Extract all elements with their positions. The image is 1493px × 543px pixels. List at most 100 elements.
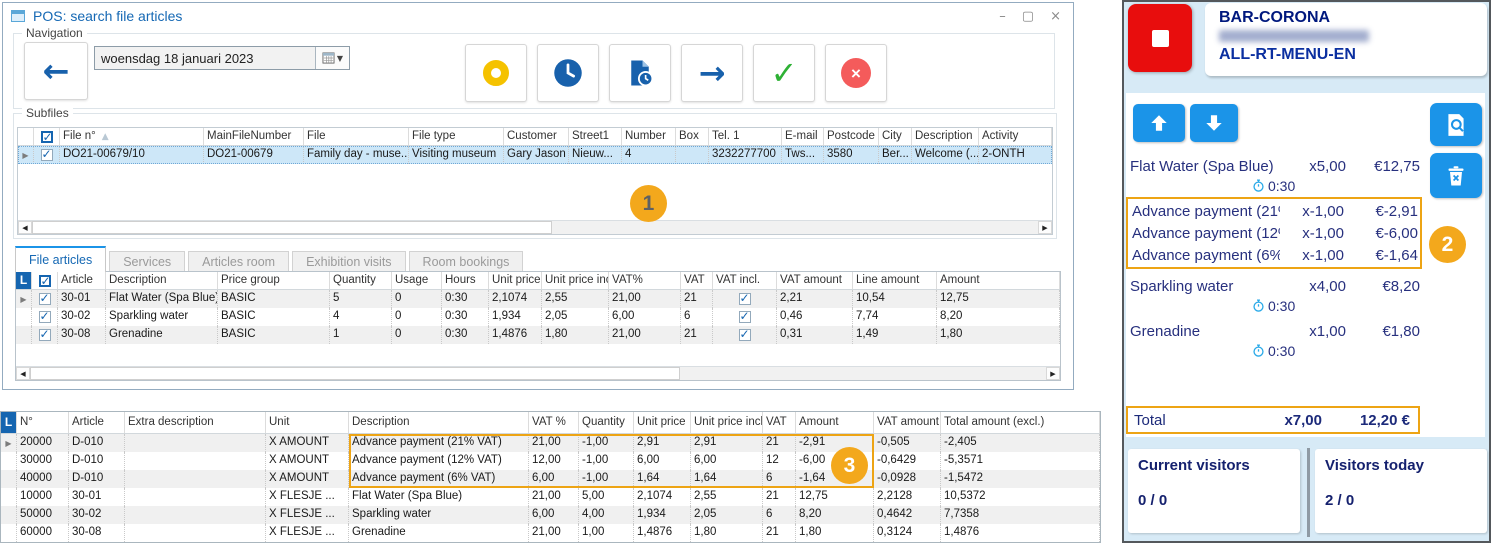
column-header[interactable]: N° [17, 412, 69, 433]
receipt-item[interactable]: Sparkling water x4,00 €8,20 0:30 [1130, 275, 1422, 314]
scrollbar-thumb[interactable] [32, 221, 552, 234]
column-header[interactable]: Tel. 1 [709, 128, 782, 145]
column-header[interactable]: Customer [504, 128, 569, 145]
file-articles-hscrollbar[interactable]: ◀ ▶ [16, 366, 1060, 380]
receipt-item[interactable]: Advance payment (6% V... x-1,00 €-1,64 [1132, 244, 1420, 266]
column-header[interactable]: Description [106, 272, 218, 289]
row-checkbox[interactable] [39, 311, 51, 323]
file-article-row[interactable]: ▶ 30-08 Grenadine BASIC 1 0 0:30 1,4876 … [16, 326, 1060, 344]
column-header[interactable]: Description [349, 412, 529, 433]
column-header[interactable]: Unit [266, 412, 349, 433]
scroll-down-button[interactable] [1190, 104, 1238, 142]
maximize-button[interactable]: ▢ [1022, 9, 1034, 24]
receipt-item[interactable]: Grenadine x1,00 €1,80 0:30 [1130, 320, 1422, 359]
cancel-button[interactable]: × [825, 44, 887, 102]
column-header[interactable]: Line amount [853, 272, 937, 289]
row-checkbox[interactable] [41, 149, 53, 161]
column-header[interactable]: E-mail [782, 128, 824, 145]
column-header[interactable]: VAT amount [874, 412, 941, 433]
column-header[interactable]: VAT [681, 272, 713, 289]
column-header[interactable]: Price group [218, 272, 330, 289]
search-document-button[interactable] [1430, 103, 1482, 146]
select-all-checkbox[interactable] [41, 131, 53, 143]
scroll-up-button[interactable] [1133, 104, 1185, 142]
column-header[interactable]: Activity [979, 128, 1052, 145]
select-all-checkbox-cell[interactable] [32, 272, 58, 289]
column-header[interactable]: Quantity [579, 412, 634, 433]
tab-room-bookings[interactable]: Room bookings [409, 251, 524, 272]
order-line-row[interactable]: ▶ 50000 30-02 X FLESJE ... Sparkling wat… [1, 506, 1100, 524]
subfiles-hscrollbar[interactable]: ◀ ▶ [18, 220, 1052, 234]
receipt-item[interactable]: Advance payment (12%... x-1,00 €-6,00 [1132, 222, 1420, 244]
file-history-button[interactable] [609, 44, 671, 102]
tab-articles-room[interactable]: Articles room [188, 251, 289, 272]
tab-file-articles[interactable]: File articles [15, 246, 106, 272]
column-header[interactable]: MainFileNumber [204, 128, 304, 145]
forward-button[interactable]: → [681, 44, 743, 102]
column-header[interactable]: Street1 [569, 128, 622, 145]
scroll-right-button[interactable]: ▶ [1038, 221, 1052, 234]
scroll-right-button[interactable]: ▶ [1046, 367, 1060, 380]
receipt-item[interactable]: Advance payment (21%... x-1,00 €-2,91 [1132, 200, 1420, 222]
column-header[interactable]: Unit price [489, 272, 542, 289]
column-header[interactable]: Postcode [824, 128, 879, 145]
column-header[interactable]: Quantity [330, 272, 392, 289]
vat-incl-checkbox[interactable] [739, 293, 751, 305]
column-header[interactable]: Number [622, 128, 676, 145]
vat-incl-checkbox[interactable] [739, 311, 751, 323]
order-line-row[interactable]: ▶ 60000 30-08 X FLESJE ... Grenadine 21,… [1, 524, 1100, 542]
row-checkbox[interactable] [39, 329, 51, 341]
column-header[interactable]: Amount [937, 272, 1060, 289]
column-header[interactable]: VAT% [609, 272, 681, 289]
column-header[interactable]: City [879, 128, 912, 145]
order-line-row[interactable]: ▶ 10000 30-01 X FLESJE ... Flat Water (S… [1, 488, 1100, 506]
back-button[interactable]: ← [24, 42, 88, 100]
select-all-checkbox-cell[interactable] [34, 128, 60, 145]
file-article-row[interactable]: ▶ 30-02 Sparkling water BASIC 4 0 0:30 1… [16, 308, 1060, 326]
column-header[interactable]: Article [69, 412, 125, 433]
clock-button[interactable] [537, 44, 599, 102]
stop-button[interactable] [1128, 4, 1192, 72]
date-picker[interactable]: woensdag 18 januari 2023 ▼ [94, 46, 350, 70]
scrollbar-thumb[interactable] [30, 367, 680, 380]
column-header[interactable]: VAT % [529, 412, 579, 433]
column-header[interactable]: Description [912, 128, 979, 145]
scroll-left-button[interactable]: ◀ [16, 367, 30, 380]
file-article-row[interactable]: ▶ 30-01 Flat Water (Spa Blue) BASIC 5 0 … [16, 290, 1060, 308]
tab-services[interactable]: Services [109, 251, 185, 272]
close-button[interactable]: × [1050, 9, 1061, 24]
column-header[interactable]: Unit price incl. [542, 272, 609, 289]
table-corner-cell[interactable]: L [16, 272, 32, 289]
column-header[interactable]: Box [676, 128, 709, 145]
order-line-row[interactable]: ▶ 20000 D-010 X AMOUNT Advance payment (… [1, 434, 1100, 452]
column-header[interactable]: Unit price [634, 412, 691, 433]
column-header[interactable]: File type [409, 128, 504, 145]
scroll-left-button[interactable]: ◀ [18, 221, 32, 234]
column-header[interactable]: Unit price incl. [691, 412, 763, 433]
tab-exhibition-visits[interactable]: Exhibition visits [292, 251, 405, 272]
confirm-button[interactable]: ✓ [753, 44, 815, 102]
column-header[interactable]: Amount [796, 412, 874, 433]
row-checkbox-cell[interactable] [34, 146, 60, 164]
order-line-row[interactable]: ▶ 30000 D-010 X AMOUNT Advance payment (… [1, 452, 1100, 470]
column-header[interactable]: File [304, 128, 409, 145]
column-header[interactable]: VAT incl. [713, 272, 777, 289]
select-all-checkbox[interactable] [39, 275, 51, 287]
column-header[interactable]: Usage [392, 272, 442, 289]
ring-button[interactable] [465, 44, 527, 102]
column-header[interactable]: Hours [442, 272, 489, 289]
column-header[interactable]: Total amount (excl.) [941, 412, 1100, 433]
minimize-button[interactable]: – [999, 9, 1006, 24]
delete-line-button[interactable] [1430, 153, 1482, 198]
subfiles-row[interactable]: ▶ DO21-00679/10 DO21-00679 Family day - … [18, 146, 1052, 164]
column-header[interactable]: Extra description [125, 412, 266, 433]
column-header[interactable]: File n°▲ [60, 128, 204, 145]
receipt-item[interactable]: Flat Water (Spa Blue) x5,00 €12,75 0:30 [1130, 155, 1422, 194]
column-header[interactable]: Article [58, 272, 106, 289]
vat-incl-checkbox[interactable] [739, 329, 751, 341]
row-checkbox[interactable] [39, 293, 51, 305]
column-header[interactable]: VAT amount [777, 272, 853, 289]
table-corner-cell[interactable]: L [1, 412, 17, 433]
calendar-dropdown-button[interactable]: ▼ [315, 47, 349, 69]
order-line-row[interactable]: ▶ 40000 D-010 X AMOUNT Advance payment (… [1, 470, 1100, 488]
